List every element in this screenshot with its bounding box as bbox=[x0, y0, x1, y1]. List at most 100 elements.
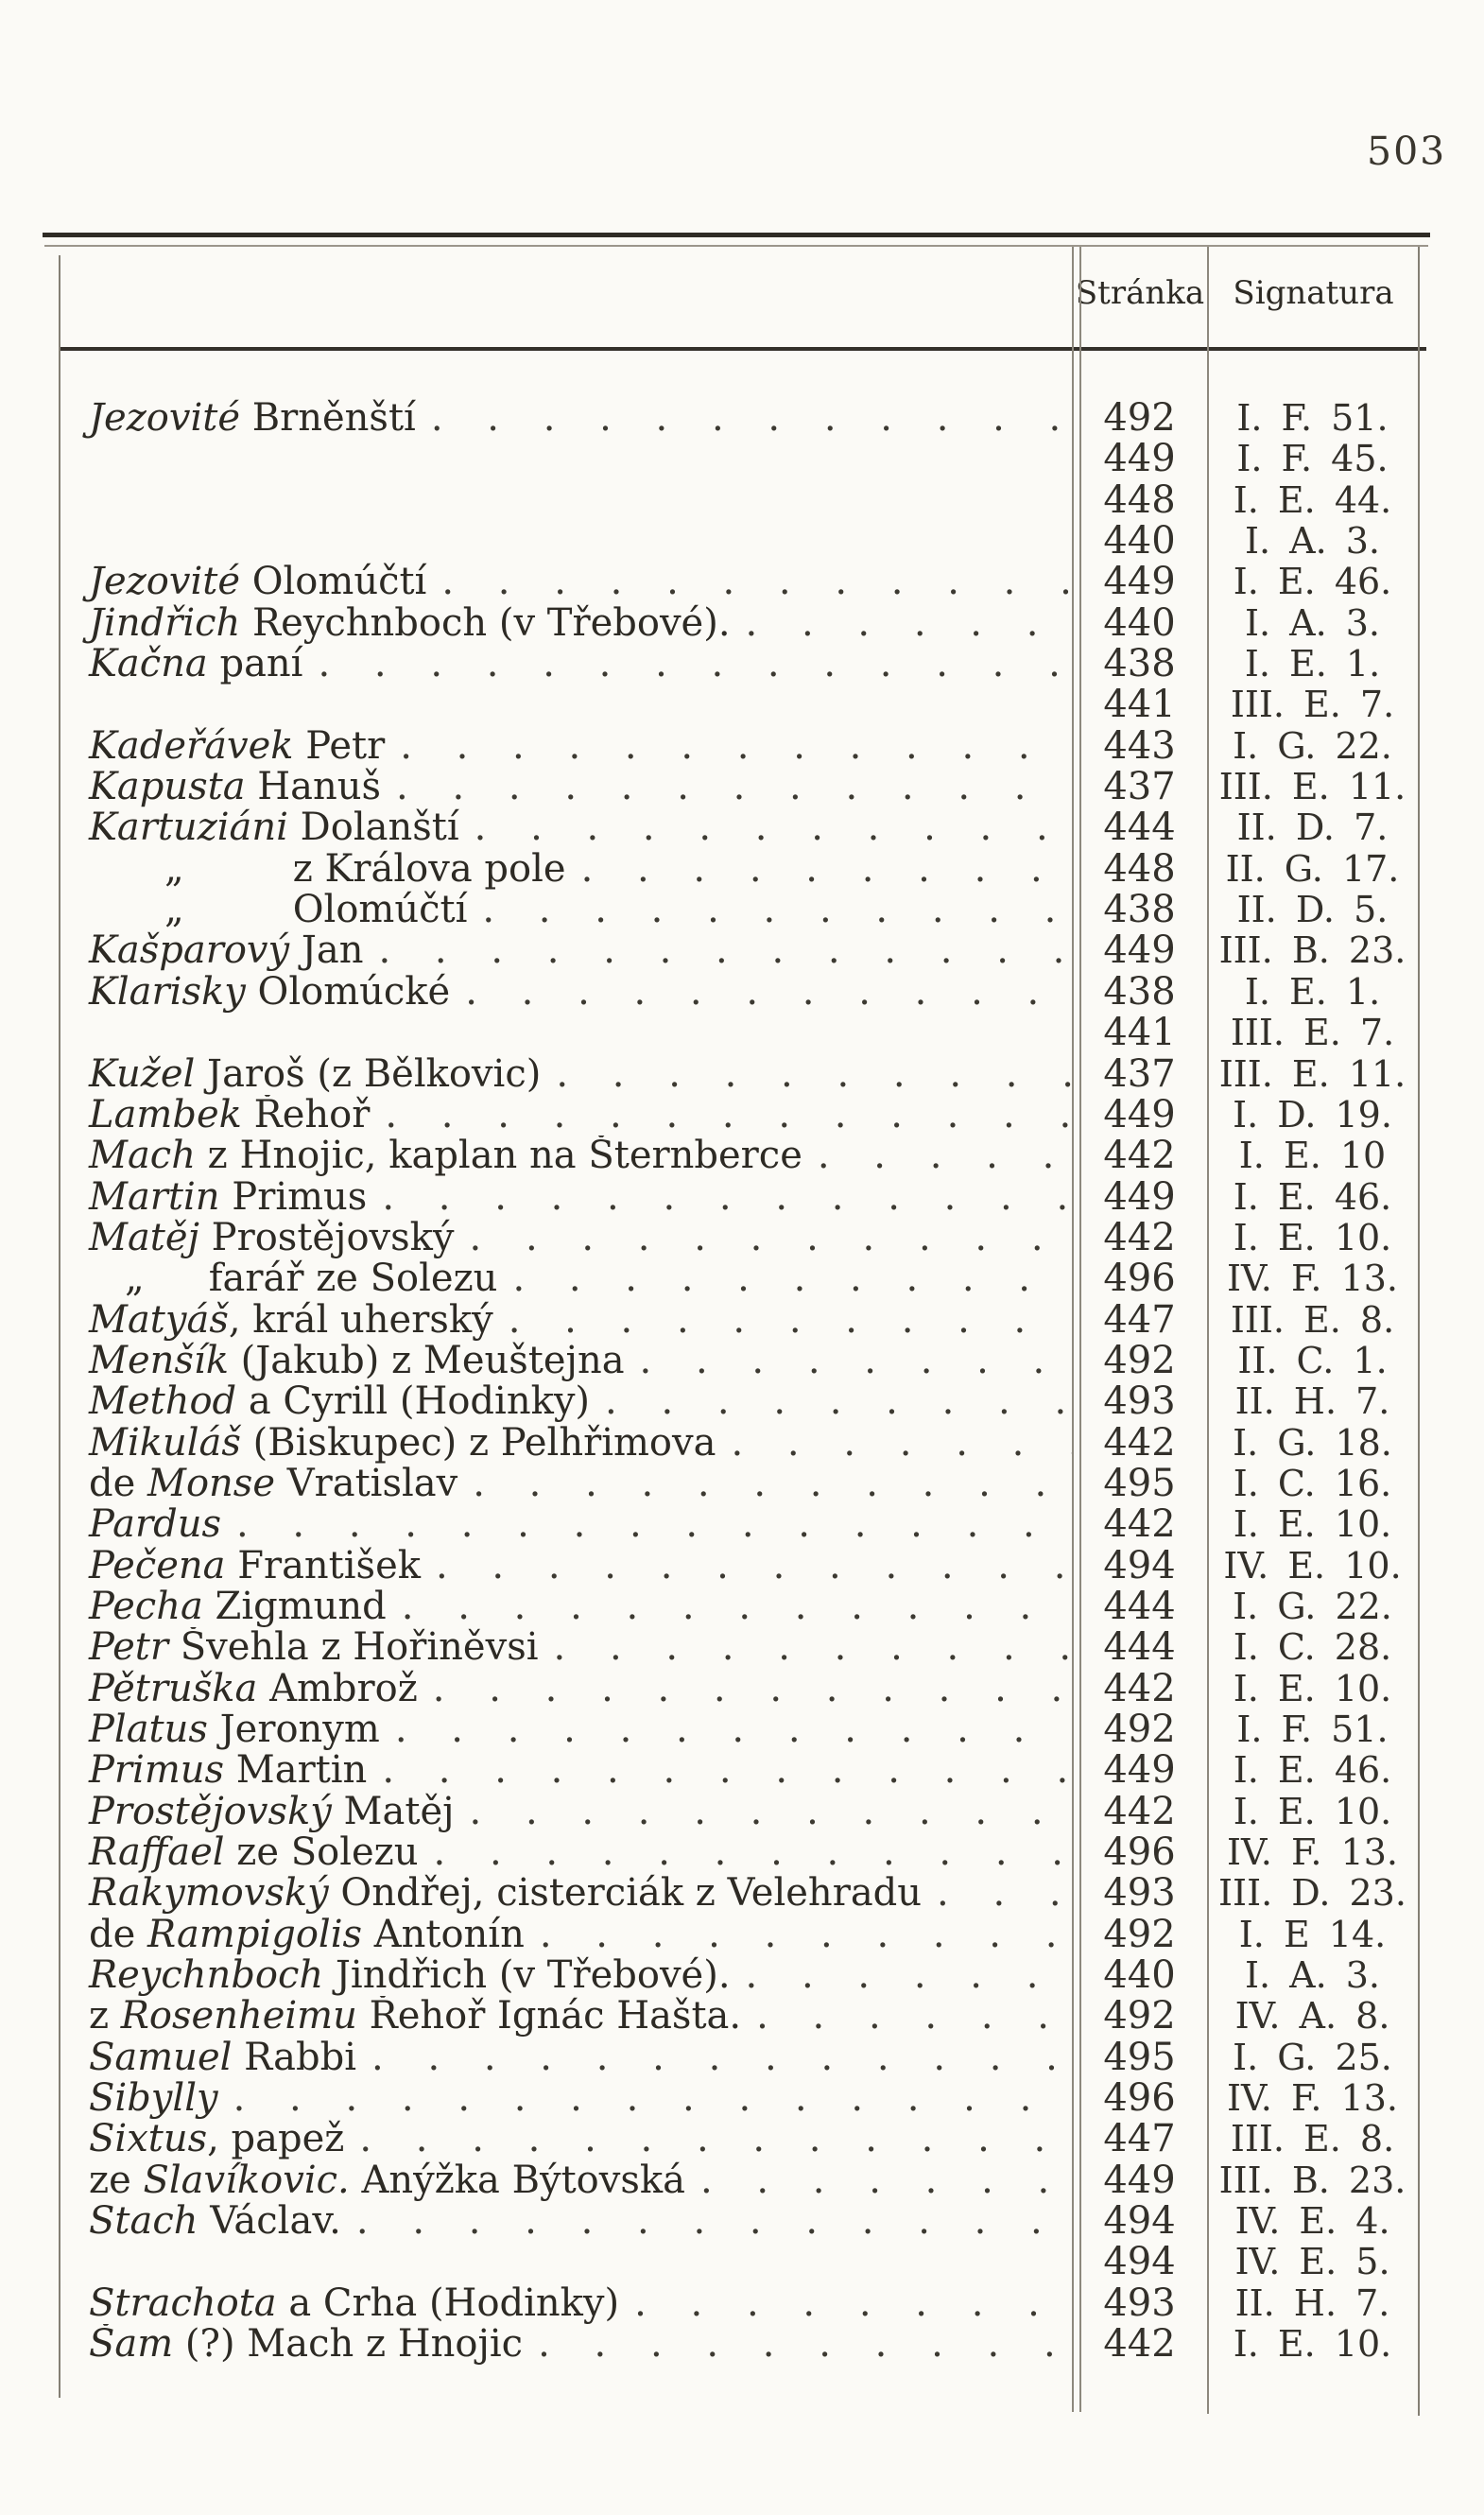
entry-keyword: Lambek bbox=[89, 1094, 242, 1136]
entry-text: a Cyrill (Hodinky) bbox=[236, 1381, 591, 1423]
entry-name-cell: Mach z Hnojic, kaplan na Šternberce . . .… bbox=[59, 1136, 1072, 1176]
column-header-signatura: Signatura bbox=[1233, 274, 1394, 312]
entry-keyword: Pětruška bbox=[89, 1668, 258, 1709]
table-row: 440 I. A. 3. bbox=[59, 520, 1418, 563]
signature-value: I. E. 1. bbox=[1244, 643, 1381, 685]
page-ref-value: 442 bbox=[1103, 1666, 1176, 1710]
entry-name-cell: Pecha Zigmund . . . . . . . . . . . . . .… bbox=[59, 1587, 1072, 1627]
table-row: Platus Jeronym . . . . . . . . . . . . . … bbox=[59, 1708, 1418, 1750]
entry-name-cell: Pětruška Ambrož . . . . . . . . . . . . .… bbox=[59, 1669, 1072, 1709]
table-row: Petr Švehla z Hořiněvsi . . . . . . . . .… bbox=[59, 1625, 1418, 1670]
entry-name-cell: Strachota a Crha (Hodinky) . . . . . . . … bbox=[59, 2283, 1072, 2324]
signature-value: I. F. 51. bbox=[1236, 397, 1389, 439]
page-ref-value: 492 bbox=[1103, 1912, 1176, 1956]
table-row: z Rosenheimu Řehoř Ignác Hašta. . . . . .… bbox=[59, 1996, 1418, 2038]
entry-text: Václav. bbox=[198, 2201, 341, 2243]
table-row: Pečena František . . . . . . . . . . . . … bbox=[59, 1545, 1418, 1587]
entry-name-cell bbox=[59, 2242, 1072, 2282]
signature-value: I. A. 3. bbox=[1244, 520, 1381, 563]
leader-dots: . . . . . . . . . . . . . . . . . . . . … bbox=[430, 398, 1061, 440]
leader-dots: . . . . . . . . . . . . . . . . . . . . … bbox=[401, 1586, 1032, 1628]
table-row: „ farář ze Solezu . . . . . . . . . . . . … bbox=[59, 1258, 1418, 1299]
page-ref-value: 448 bbox=[1103, 846, 1176, 891]
page-ref-value: 449 bbox=[1103, 1174, 1176, 1219]
entry-keyword: Rakymovský bbox=[89, 1873, 329, 1915]
entry-text: Jaroš (z Bělkovic) bbox=[195, 1053, 542, 1095]
entry-name-cell: Raffael ze Solezu . . . . . . . . . . . .… bbox=[59, 1832, 1072, 1873]
leader-dots: . . . . . . . . . . . . . . . . . . . . … bbox=[441, 562, 1072, 603]
leader-dots: . . . . . . . . . . . . . . . . . . . . … bbox=[634, 2282, 1040, 2325]
table-row: „ Olomúčtí . . . . . . . . . . . . . . . .… bbox=[59, 888, 1418, 932]
entry-keyword: Rampigolis bbox=[147, 1914, 363, 1956]
entry-text: Jan bbox=[289, 930, 364, 972]
entry-text: Primus bbox=[219, 1176, 368, 1218]
page-ref-value: 493 bbox=[1103, 1871, 1176, 1916]
leader-dots: . . . . . . . . . . . . . . . . . . . . … bbox=[371, 2037, 1058, 2079]
entry-name-cell: Lambek Řehoř . . . . . . . . . . . . . . … bbox=[59, 1095, 1072, 1136]
signature-value: II. C. 1. bbox=[1237, 1339, 1388, 1381]
entry-text: Anýžka Býtovská bbox=[349, 2159, 685, 2202]
entry-name-cell: Reychnboch Jindřich (v Třebové). . . . . … bbox=[59, 1955, 1072, 1996]
table-border-left bbox=[59, 255, 60, 2398]
table-row: 494 IV. E. 5. bbox=[59, 2242, 1418, 2283]
entry-name-cell bbox=[59, 685, 1072, 725]
entry-name-cell bbox=[59, 1013, 1072, 1053]
entry-keyword: Martin bbox=[89, 1176, 220, 1218]
table-row: Prostějovský Matěj . . . . . . . . . . . … bbox=[59, 1791, 1418, 1833]
entry-text: Zigmund bbox=[202, 1586, 387, 1628]
entry-name-cell: Kartuziáni Dolanští . . . . . . . . . . .… bbox=[59, 807, 1072, 848]
entry-prefix: de bbox=[89, 1463, 147, 1505]
leader-dots: . . . . . . . . . . . . . . . . . . . . … bbox=[580, 848, 1043, 891]
page-ref-value: 443 bbox=[1103, 723, 1176, 768]
page-ref-value: 444 bbox=[1103, 1625, 1176, 1670]
leader-dots: . . . . . . . . . . . . . . . . . . . . … bbox=[699, 2159, 1050, 2202]
signature-value: I. E. 46. bbox=[1233, 1749, 1392, 1792]
entry-text: Reychnboch (v Třebové). bbox=[240, 602, 731, 645]
leader-dots: . . . . . . . . . . . . . . . . . . . . … bbox=[508, 1299, 1072, 1341]
entry-text: z Králova pole bbox=[292, 848, 566, 891]
entry-keyword: Strachota bbox=[89, 2282, 277, 2325]
leader-dots: . . . . . . . . . . . . . . . . . . . . … bbox=[538, 2324, 1056, 2366]
signature-value: IV. F. 13. bbox=[1226, 2077, 1398, 2120]
leader-dots: . . . . . . . . . . . . . . . . . . . . … bbox=[318, 644, 1061, 685]
leader-dots: . . . . . . . . . . . . . . . . . . . . … bbox=[731, 1422, 1072, 1464]
leader-dots: . . . . . . . . . . . . . . . . . . . . … bbox=[937, 1873, 1061, 1915]
signature-value: III. B. 23. bbox=[1218, 2159, 1406, 2201]
entry-keyword: Jezovité bbox=[89, 562, 240, 603]
page-ref-value: 438 bbox=[1103, 969, 1176, 1014]
signature-value: II. G. 17. bbox=[1225, 847, 1400, 890]
entry-keyword: Prostějovský bbox=[89, 1791, 332, 1833]
entry-text: ze Solezu bbox=[224, 1832, 419, 1874]
entry-keyword: Slavíkovic. bbox=[143, 2159, 350, 2202]
entry-keyword: Petr bbox=[89, 1627, 168, 1669]
entry-name-cell: Klarisky Olomúcké . . . . . . . . . . . .… bbox=[59, 972, 1072, 1013]
table-rows: Jezovité Brněnští . . . . . . . . . . . .… bbox=[59, 351, 1418, 2366]
entry-name-cell: Sibylly . . . . . . . . . . . . . . . . .… bbox=[59, 2078, 1072, 2119]
leader-dots: . . . . . . . . . . . . . . . . . . . . … bbox=[639, 1340, 1045, 1382]
leader-dots: . . . . . . . . . . . . . . . . . . . . … bbox=[235, 1504, 1035, 1546]
leader-dots: . . . . . . . . . . . . . . . . . . . . … bbox=[745, 602, 1039, 645]
entry-keyword: Mikuláš bbox=[89, 1422, 241, 1464]
signature-value: I. E. 10 bbox=[1238, 1135, 1387, 1177]
entry-name-cell: Matyáš, král uherský . . . . . . . . . . … bbox=[59, 1300, 1072, 1341]
entry-keyword: Rosenheimu bbox=[120, 1996, 357, 2038]
page-ref-value: 438 bbox=[1103, 888, 1176, 932]
entry-name-cell: Kadeřávek Petr . . . . . . . . . . . . . … bbox=[59, 726, 1072, 767]
entry-name-cell: Rakymovský Ondřej, cisterciák z Velehrad… bbox=[59, 1873, 1072, 1914]
page-ref-value: 448 bbox=[1103, 477, 1176, 522]
table-row: Mikuláš (Biskupec) z Pelhřimova . . . . .… bbox=[59, 1422, 1418, 1464]
page-ref-value: 449 bbox=[1103, 560, 1176, 604]
entry-text: paní bbox=[207, 644, 303, 685]
leader-dots: . . . . . . . . . . . . . . . . . . . . … bbox=[378, 930, 1065, 972]
page-ref-value: 440 bbox=[1103, 600, 1176, 645]
signature-value: I. E. 10. bbox=[1233, 2323, 1392, 2366]
page-ref-value: 438 bbox=[1103, 642, 1176, 686]
entry-text: a Crha (Hodinky) bbox=[276, 2282, 620, 2325]
entry-name-cell: Jezovité Brněnští . . . . . . . . . . . .… bbox=[59, 398, 1072, 439]
page-ref-value: 495 bbox=[1103, 2035, 1176, 2079]
table-border-right bbox=[1418, 247, 1420, 2416]
entry-keyword: Jezovité bbox=[89, 398, 240, 440]
signature-value: I. E. 10. bbox=[1233, 1667, 1392, 1709]
entry-text: Brněnští bbox=[240, 398, 416, 440]
